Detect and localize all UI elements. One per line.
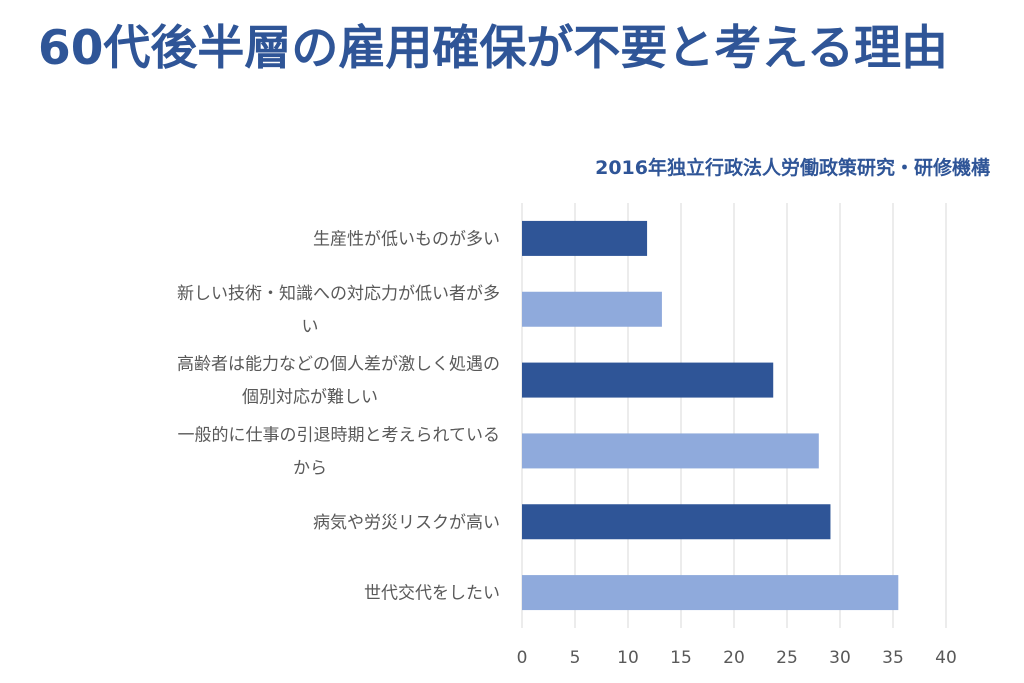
category-label-line: 病気や労災リスクが高い [313,513,500,533]
x-tick-label: 35 [882,648,904,668]
category-label: 病気や労災リスクが高い [313,513,500,533]
x-tick-label: 10 [617,648,639,668]
bar [522,362,774,398]
category-label-line: 新しい技術・知識への対応力が低い者が多 [177,284,500,304]
bars [522,220,899,611]
bar [522,575,899,611]
bar [522,220,648,256]
bar [522,291,662,327]
category-labels: 生産性が低いものが多い新しい技術・知識への対応力が低い者が多い高齢者は能力などの… [177,229,500,603]
category-label-line: 個別対応が難しい [242,388,378,408]
category-label: 一般的に仕事の引退時期と考えられているから [178,425,501,478]
source-note: 2016年独立行政法人労働政策研究・研修機構 [595,157,990,179]
x-axis-ticks: 0 5 10 15 20 25 30 35 40 [517,648,957,668]
x-tick-label: 5 [570,648,581,668]
x-tick-label: 40 [935,648,957,668]
category-label: 生産性が低いものが多い [313,229,500,249]
category-label-line: 生産性が低いものが多い [313,229,500,249]
page-title: 60代後半層の雇用確保が不要と考える理由 [38,21,948,76]
x-tick-label: 25 [776,648,798,668]
category-label-line: から [293,458,327,478]
x-tick-label: 30 [829,648,851,668]
x-tick-label: 20 [723,648,745,668]
x-tick-label: 0 [517,648,528,668]
bar [522,433,819,469]
category-label: 高齢者は能力などの個人差が激しく処遇の個別対応が難しい [177,355,500,408]
category-label-line: い [302,317,319,337]
category-label-line: 世代交代をしたい [364,584,500,604]
category-label: 新しい技術・知識への対応力が低い者が多い [177,284,500,337]
gridlines [521,203,947,628]
category-label-line: 高齢者は能力などの個人差が激しく処遇の [177,355,500,375]
bar [522,504,831,540]
category-label: 世代交代をしたい [364,584,500,604]
x-tick-label: 15 [670,648,692,668]
category-label-line: 一般的に仕事の引退時期と考えられている [178,425,501,445]
